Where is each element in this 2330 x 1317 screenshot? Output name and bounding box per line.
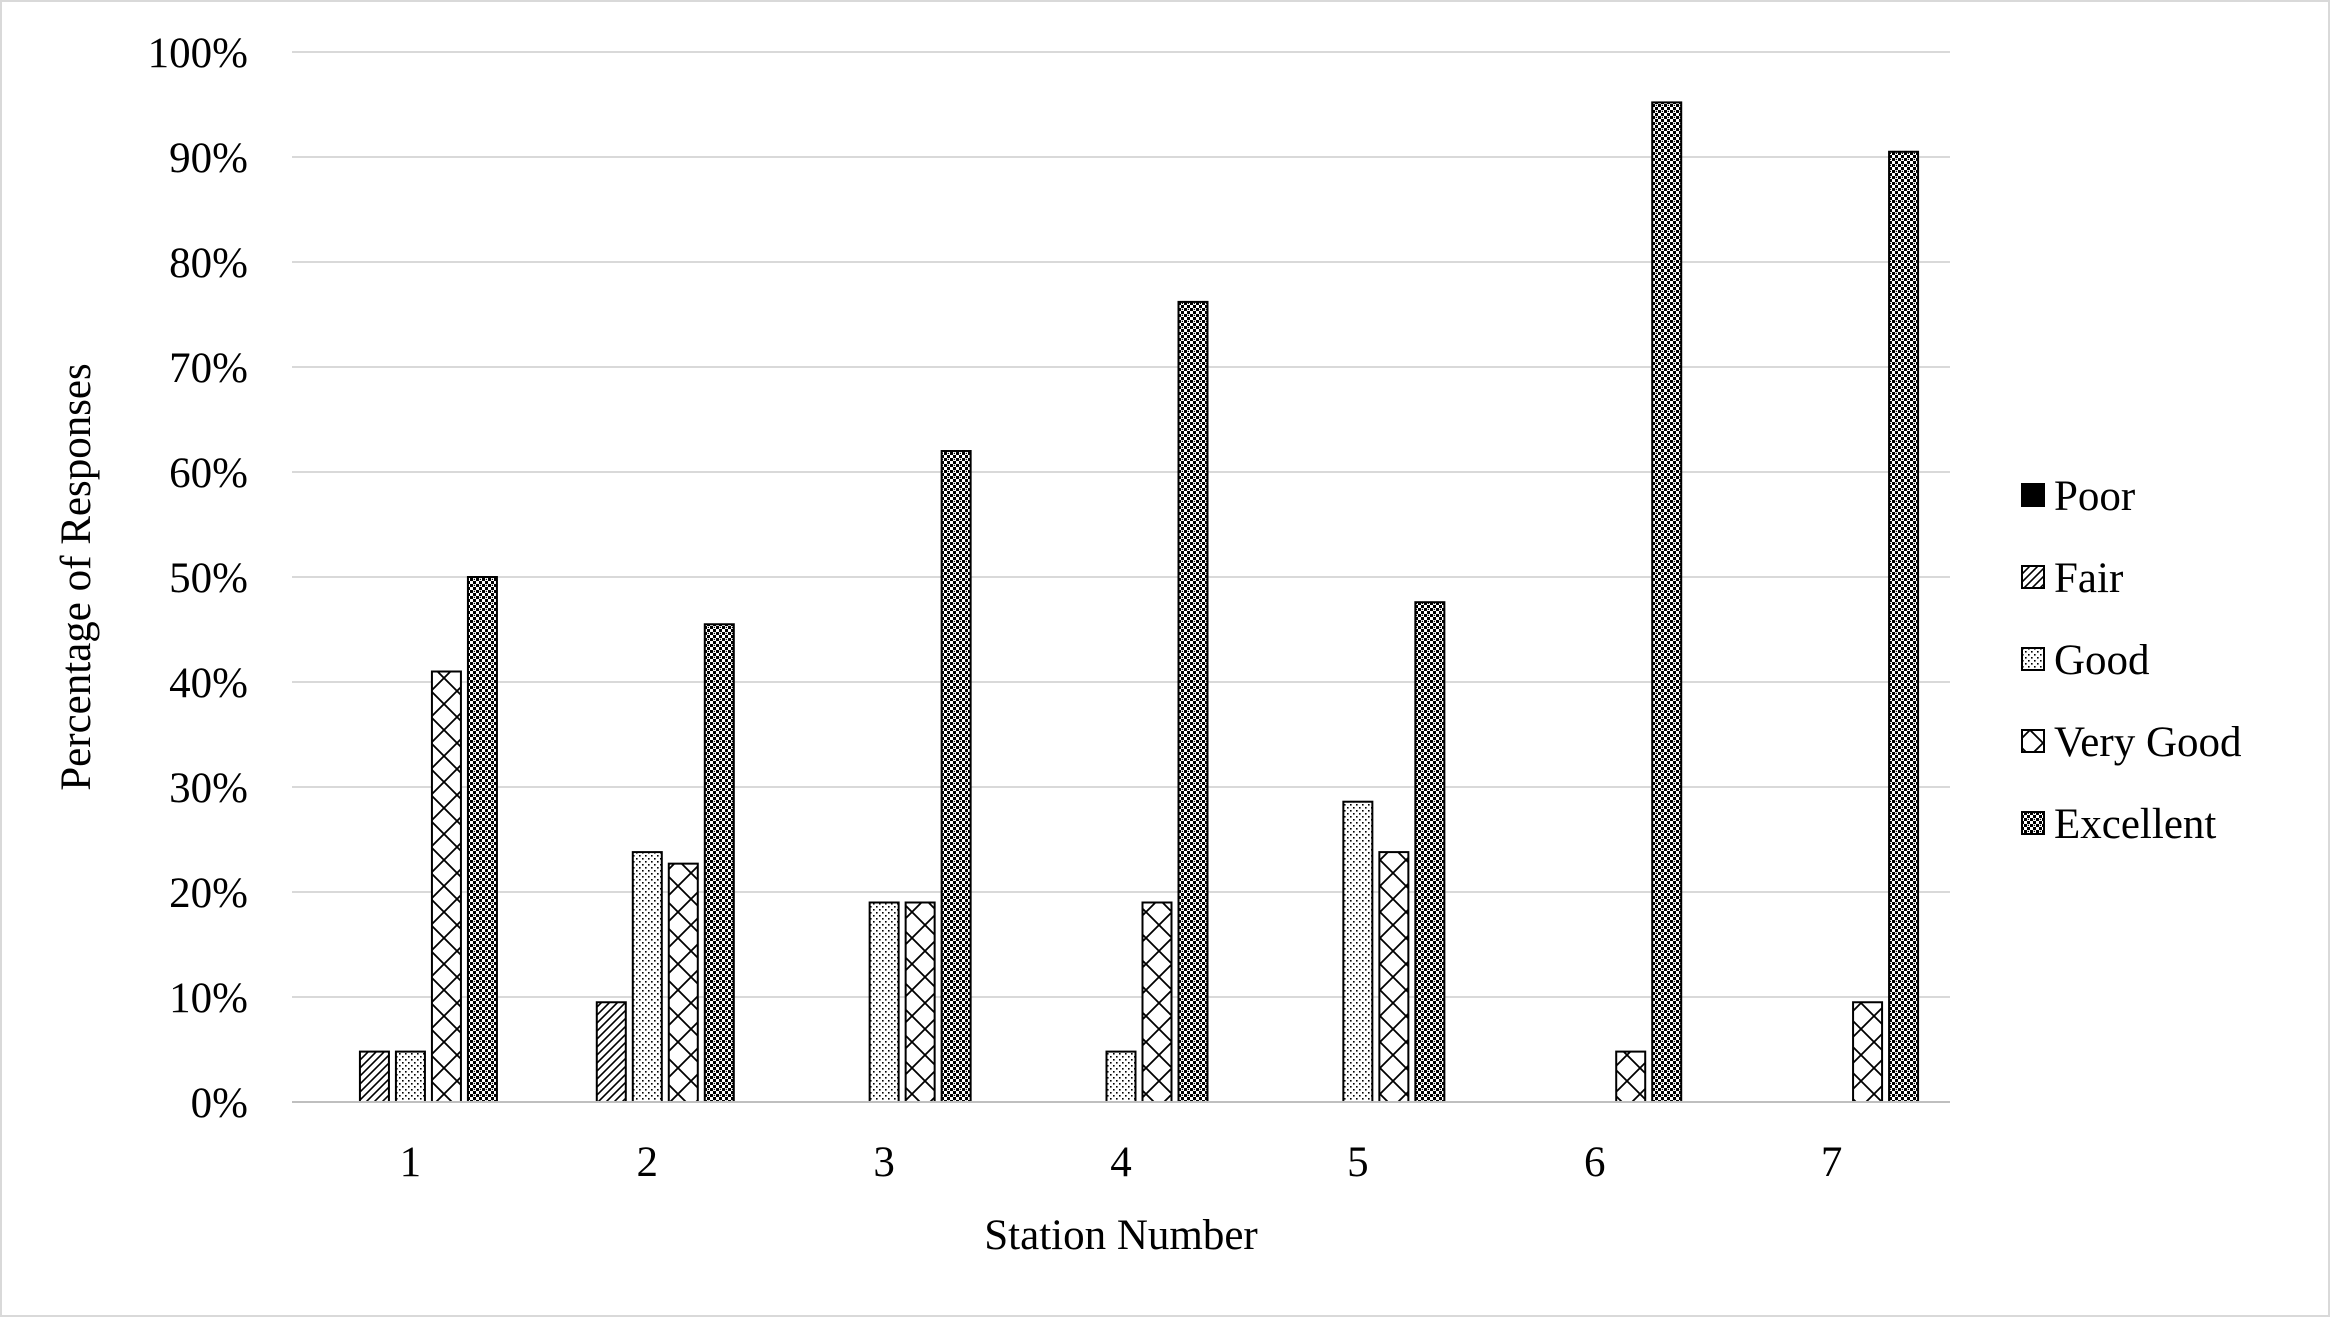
x-tick-label: 2 [637, 1139, 659, 1186]
y-axis-title: Percentage of Responses [53, 363, 100, 790]
bar-fair [595, 1001, 627, 1103]
x-tick-label: 3 [873, 1139, 895, 1186]
legend-label: Excellent [2054, 801, 2216, 848]
x-axis-title: Station Number [984, 1212, 1258, 1259]
bar-good [394, 1050, 426, 1103]
y-tick-label: 50% [169, 555, 248, 602]
y-axis-ticks: 0% 10% 20% 30% 40% 50% 60% 70% 80% 90% 100% [148, 30, 248, 1127]
bar-good [1105, 1050, 1137, 1103]
legend-swatch-fair [2021, 565, 2045, 589]
bar-excellent [703, 623, 735, 1103]
bar-very-good [667, 862, 699, 1104]
bar-very-good [1141, 901, 1173, 1103]
y-tick-label: 10% [169, 975, 248, 1022]
bar-very-good [1615, 1050, 1647, 1103]
x-axis-ticks: 1 2 3 4 5 6 7 [400, 1139, 1843, 1186]
bar-excellent [1888, 150, 1920, 1103]
y-tick-label: 20% [169, 870, 248, 917]
bar-good [1342, 800, 1374, 1103]
bar-good [631, 851, 663, 1103]
y-tick-label: 90% [169, 135, 248, 182]
y-tick-label: 0% [191, 1080, 248, 1127]
legend-label: Very Good [2054, 719, 2242, 766]
x-tick-label: 4 [1110, 1139, 1132, 1186]
y-tick-label: 30% [169, 765, 248, 812]
x-tick-label: 5 [1347, 1139, 1369, 1186]
legend: Poor Fair Good Very Good Excellent [2021, 473, 2242, 848]
bar-excellent [466, 576, 498, 1103]
bar-fair [358, 1050, 390, 1103]
bar-excellent [940, 450, 972, 1103]
legend-label: Poor [2054, 473, 2135, 520]
bar-excellent [1414, 601, 1446, 1103]
bar-good [868, 901, 900, 1103]
x-tick-label: 6 [1584, 1139, 1606, 1186]
y-tick-label: 40% [169, 660, 248, 707]
bar-very-good [1378, 851, 1410, 1103]
y-tick-label: 60% [169, 450, 248, 497]
legend-swatch-very-good [2021, 729, 2045, 753]
bar-very-good [430, 670, 462, 1103]
legend-swatch-poor [2021, 483, 2045, 507]
bar-excellent [1651, 101, 1683, 1103]
bars [358, 101, 1920, 1104]
x-tick-label: 1 [400, 1139, 422, 1186]
legend-swatch-excellent [2021, 811, 2045, 835]
legend-swatch-good [2021, 647, 2045, 671]
y-tick-label: 70% [169, 345, 248, 392]
y-tick-label: 80% [169, 240, 248, 287]
y-tick-label: 100% [148, 30, 248, 77]
x-tick-label: 7 [1821, 1139, 1843, 1186]
bar-very-good [904, 901, 936, 1103]
gridlines [292, 51, 1950, 998]
bar-excellent [1177, 300, 1209, 1103]
legend-label: Fair [2054, 555, 2123, 602]
bar-very-good [1852, 1001, 1884, 1103]
legend-label: Good [2054, 637, 2150, 684]
